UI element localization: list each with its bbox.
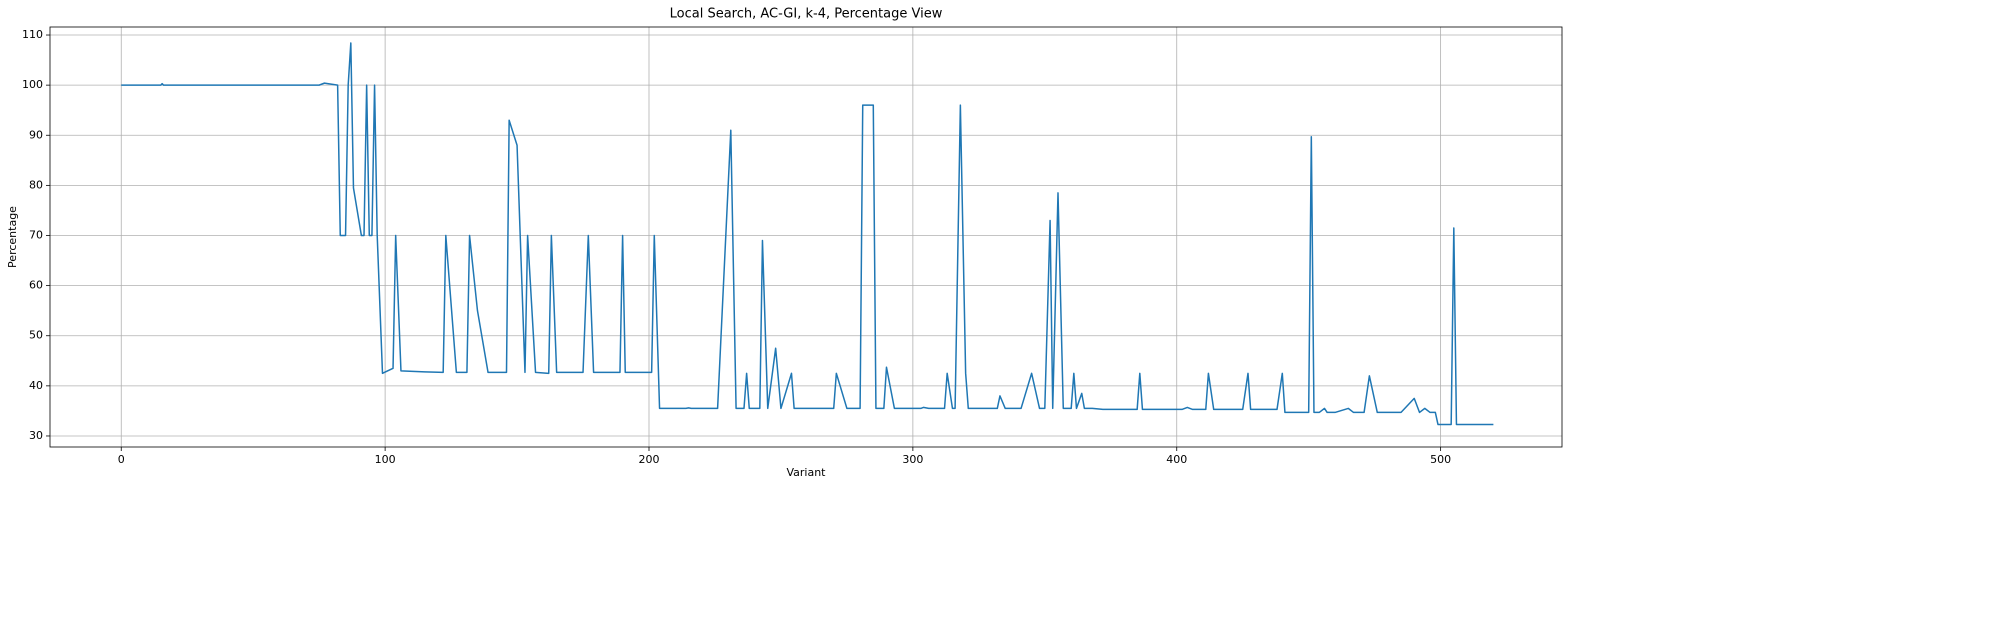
y-tick-label: 100 [22,78,43,91]
data-line [121,42,1494,426]
x-tick-label: 0 [118,453,125,466]
y-tick-label: 110 [22,28,43,41]
x-tick-label: 500 [1430,453,1451,466]
plot-frame [49,26,1563,448]
y-tick-label: 50 [29,329,43,342]
y-tick-label: 40 [29,379,43,392]
y-tick-label: 90 [29,128,43,141]
y-axis-label: Percentage [6,206,19,268]
y-tick-label: 60 [29,279,43,292]
x-tick-label: 200 [638,453,659,466]
x-tick-label: 300 [902,453,923,466]
y-tick-label: 80 [29,178,43,191]
x-axis-label: Variant [786,466,826,479]
y-tick-label: 70 [29,228,43,241]
x-tick-label: 100 [375,453,396,466]
chart-title: Local Search, AC-GI, k-4, Percentage Vie… [670,7,943,22]
x-tick-label: 400 [1166,453,1187,466]
y-tick-label: 30 [29,429,43,442]
